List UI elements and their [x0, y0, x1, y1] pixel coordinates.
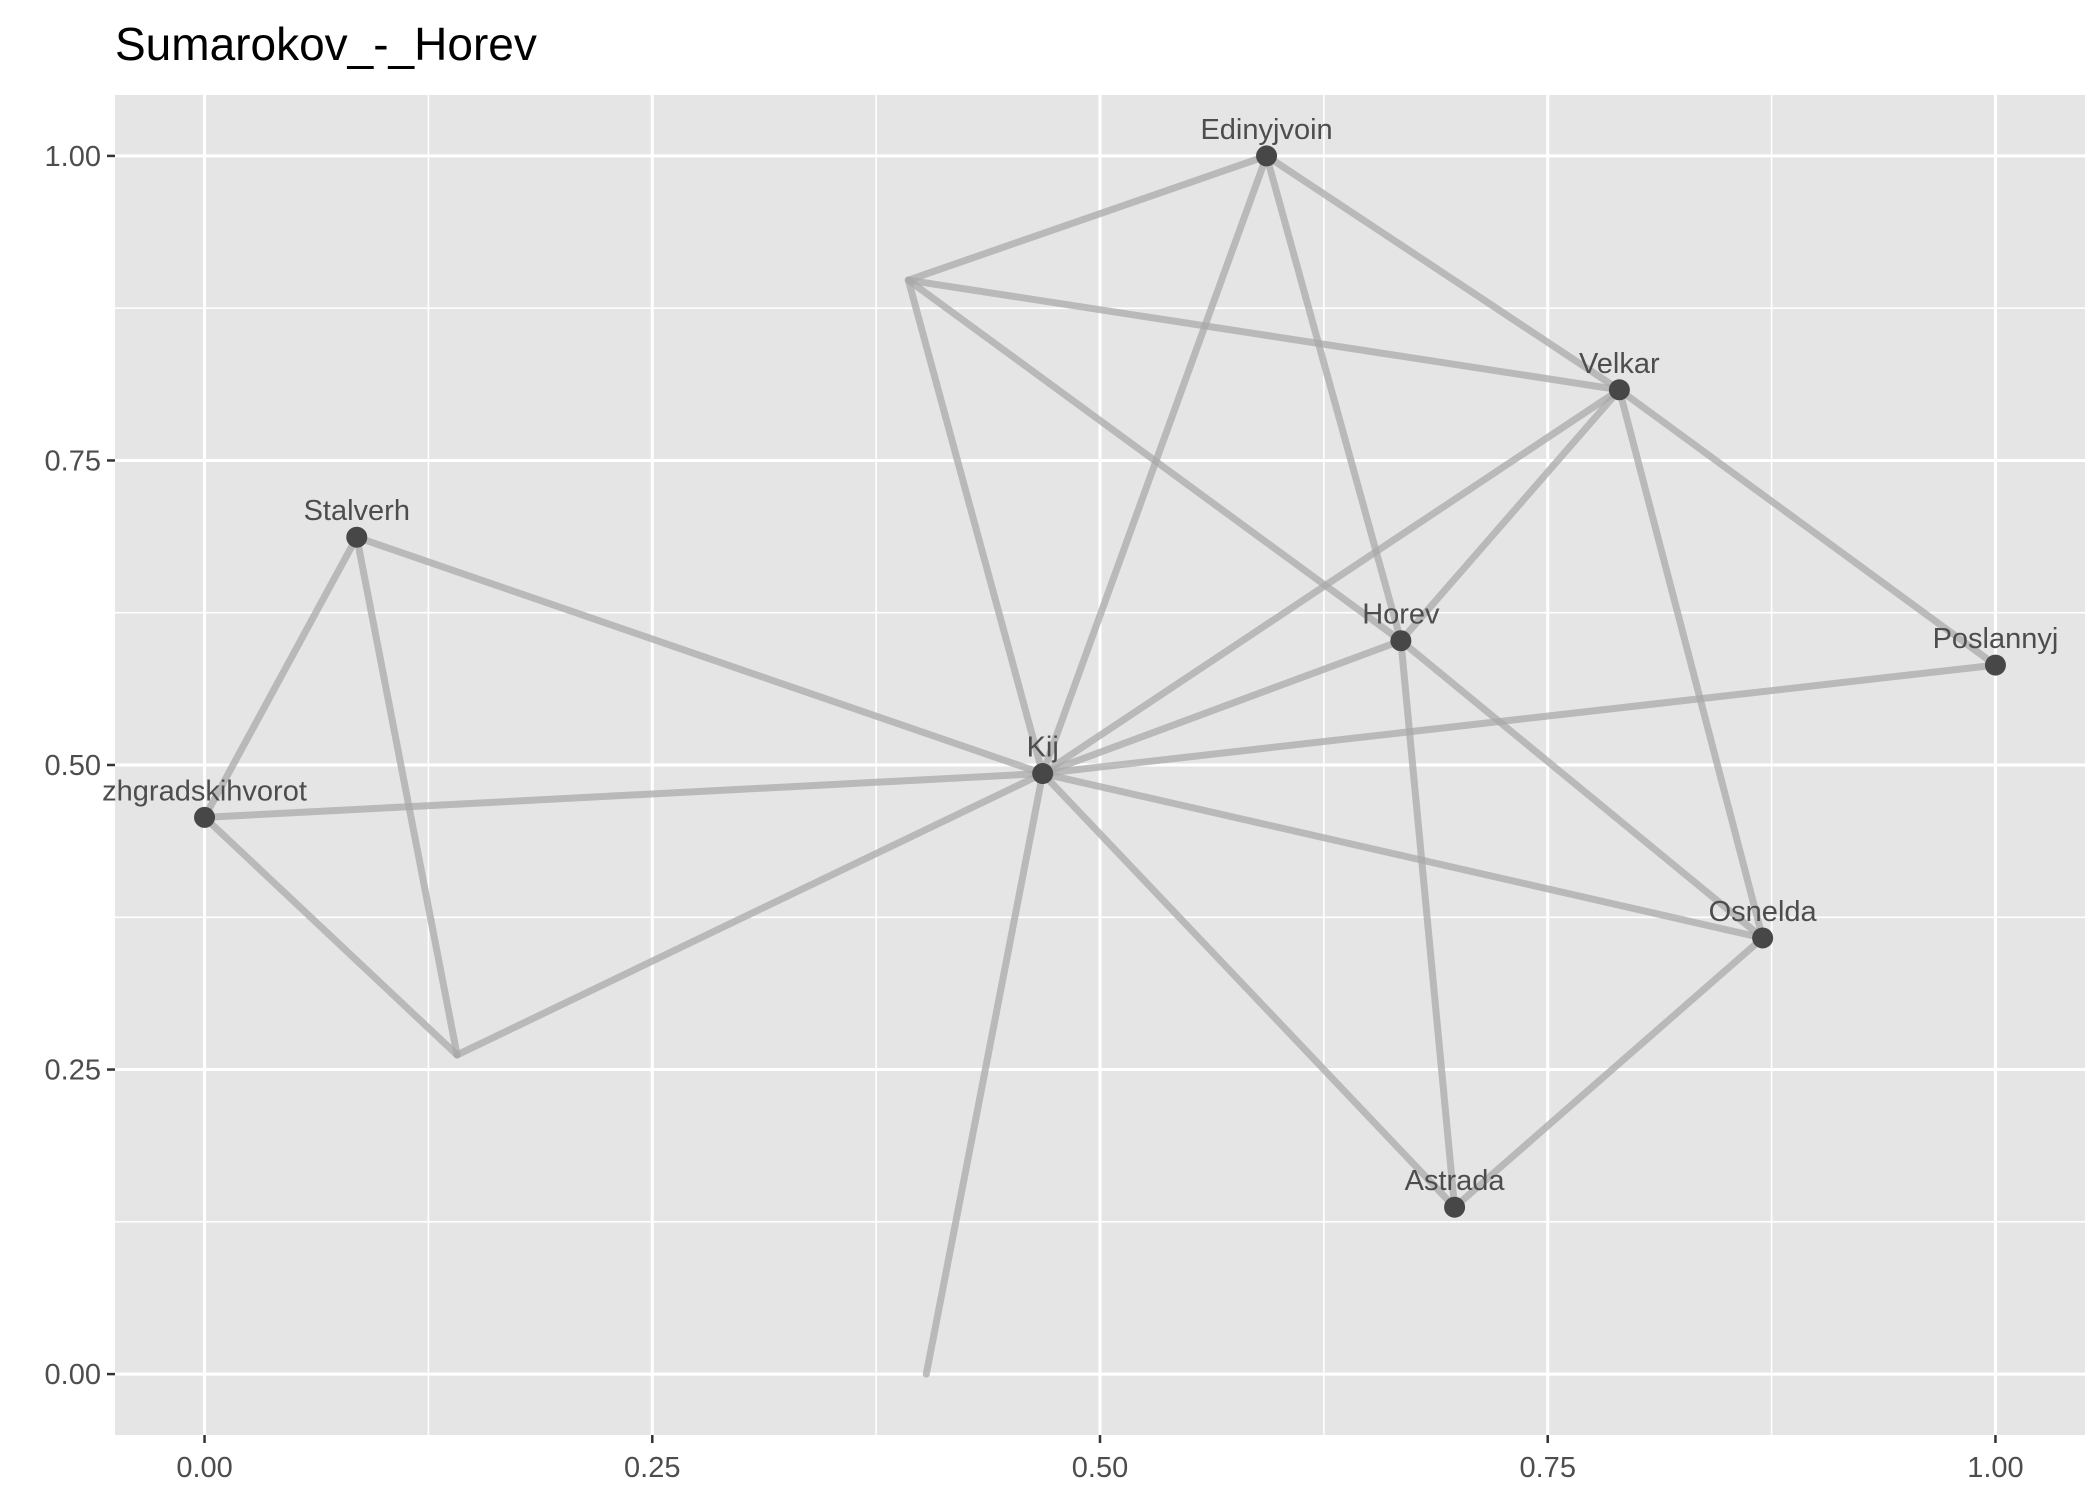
- node-labels: Edinyjvoin Velkar Stalverh Horev Poslannyj Ki…: [102, 114, 2058, 1197]
- network-edge: [904, 152, 1271, 284]
- y-tick-label: 1.00: [45, 141, 101, 173]
- x-tick-label: 0.25: [624, 1452, 680, 1484]
- network-edge: [922, 770, 1047, 1378]
- network-edge: [353, 533, 461, 1059]
- network-node: [194, 806, 216, 828]
- node-label: Velkar: [1579, 348, 1660, 380]
- network-edge: [904, 276, 1623, 394]
- y-tick-label: 0.25: [45, 1055, 101, 1087]
- network-edge: [353, 533, 1047, 778]
- network-edge: [1397, 386, 1623, 645]
- network-edge: [1039, 770, 1459, 1211]
- node-label: Osnelda: [1709, 896, 1818, 928]
- network-edge: [1039, 770, 1767, 942]
- network-edges: [201, 152, 1999, 1378]
- node-label: Astrada: [1405, 1165, 1506, 1197]
- network-node: [1032, 763, 1054, 785]
- network-node: [346, 526, 368, 548]
- node-label: Kij: [1027, 732, 1059, 764]
- network-edge: [1615, 386, 1999, 669]
- network-edge: [1039, 661, 1999, 778]
- network-edge: [1263, 152, 1405, 645]
- network-edge: [1397, 637, 1459, 1211]
- network-node: [1608, 379, 1630, 401]
- node-label: Horev: [1362, 599, 1440, 631]
- network-edge: [1039, 637, 1405, 778]
- network-node: [1752, 927, 1774, 949]
- chart-title: Sumarokov_-_Horev: [115, 18, 537, 70]
- network-edge: [1039, 152, 1271, 778]
- network-edge: [1397, 637, 1767, 942]
- x-tick-label: 0.50: [1072, 1452, 1128, 1484]
- x-tick-label: 0.75: [1520, 1452, 1576, 1484]
- network-edge: [1263, 152, 1623, 394]
- y-tick-label: 0.50: [45, 750, 101, 782]
- y-tick-label: 0.00: [45, 1359, 101, 1391]
- network-node: [1256, 145, 1278, 167]
- network-edge: [201, 770, 1047, 821]
- x-tick-label: 1.00: [1967, 1452, 2023, 1484]
- node-label: Poslannyj: [1933, 623, 2059, 655]
- network-edge: [1451, 934, 1767, 1211]
- network-edge: [1615, 386, 1767, 942]
- network-nodes: [194, 145, 2006, 1218]
- network-edge: [904, 276, 1047, 778]
- network-node: [1984, 654, 2006, 676]
- network-edge: [201, 813, 461, 1059]
- x-axis: 0.00 0.25 0.50 0.75 1.00: [176, 1435, 2024, 1484]
- node-label: Stalverh: [304, 495, 410, 527]
- x-tick-label: 0.00: [176, 1452, 232, 1484]
- network-node: [1444, 1196, 1466, 1218]
- network-edge: [453, 770, 1047, 1059]
- network-edge: [1039, 386, 1623, 778]
- y-tick-label: 0.75: [45, 445, 101, 477]
- network-node: [1390, 630, 1412, 652]
- y-axis: 0.00 0.25 0.50 0.75 1.00: [45, 141, 115, 1391]
- network-edge: [201, 533, 361, 821]
- node-label: Edinyjvoin: [1200, 114, 1332, 146]
- node-label: zhgradskihvorot: [102, 775, 307, 807]
